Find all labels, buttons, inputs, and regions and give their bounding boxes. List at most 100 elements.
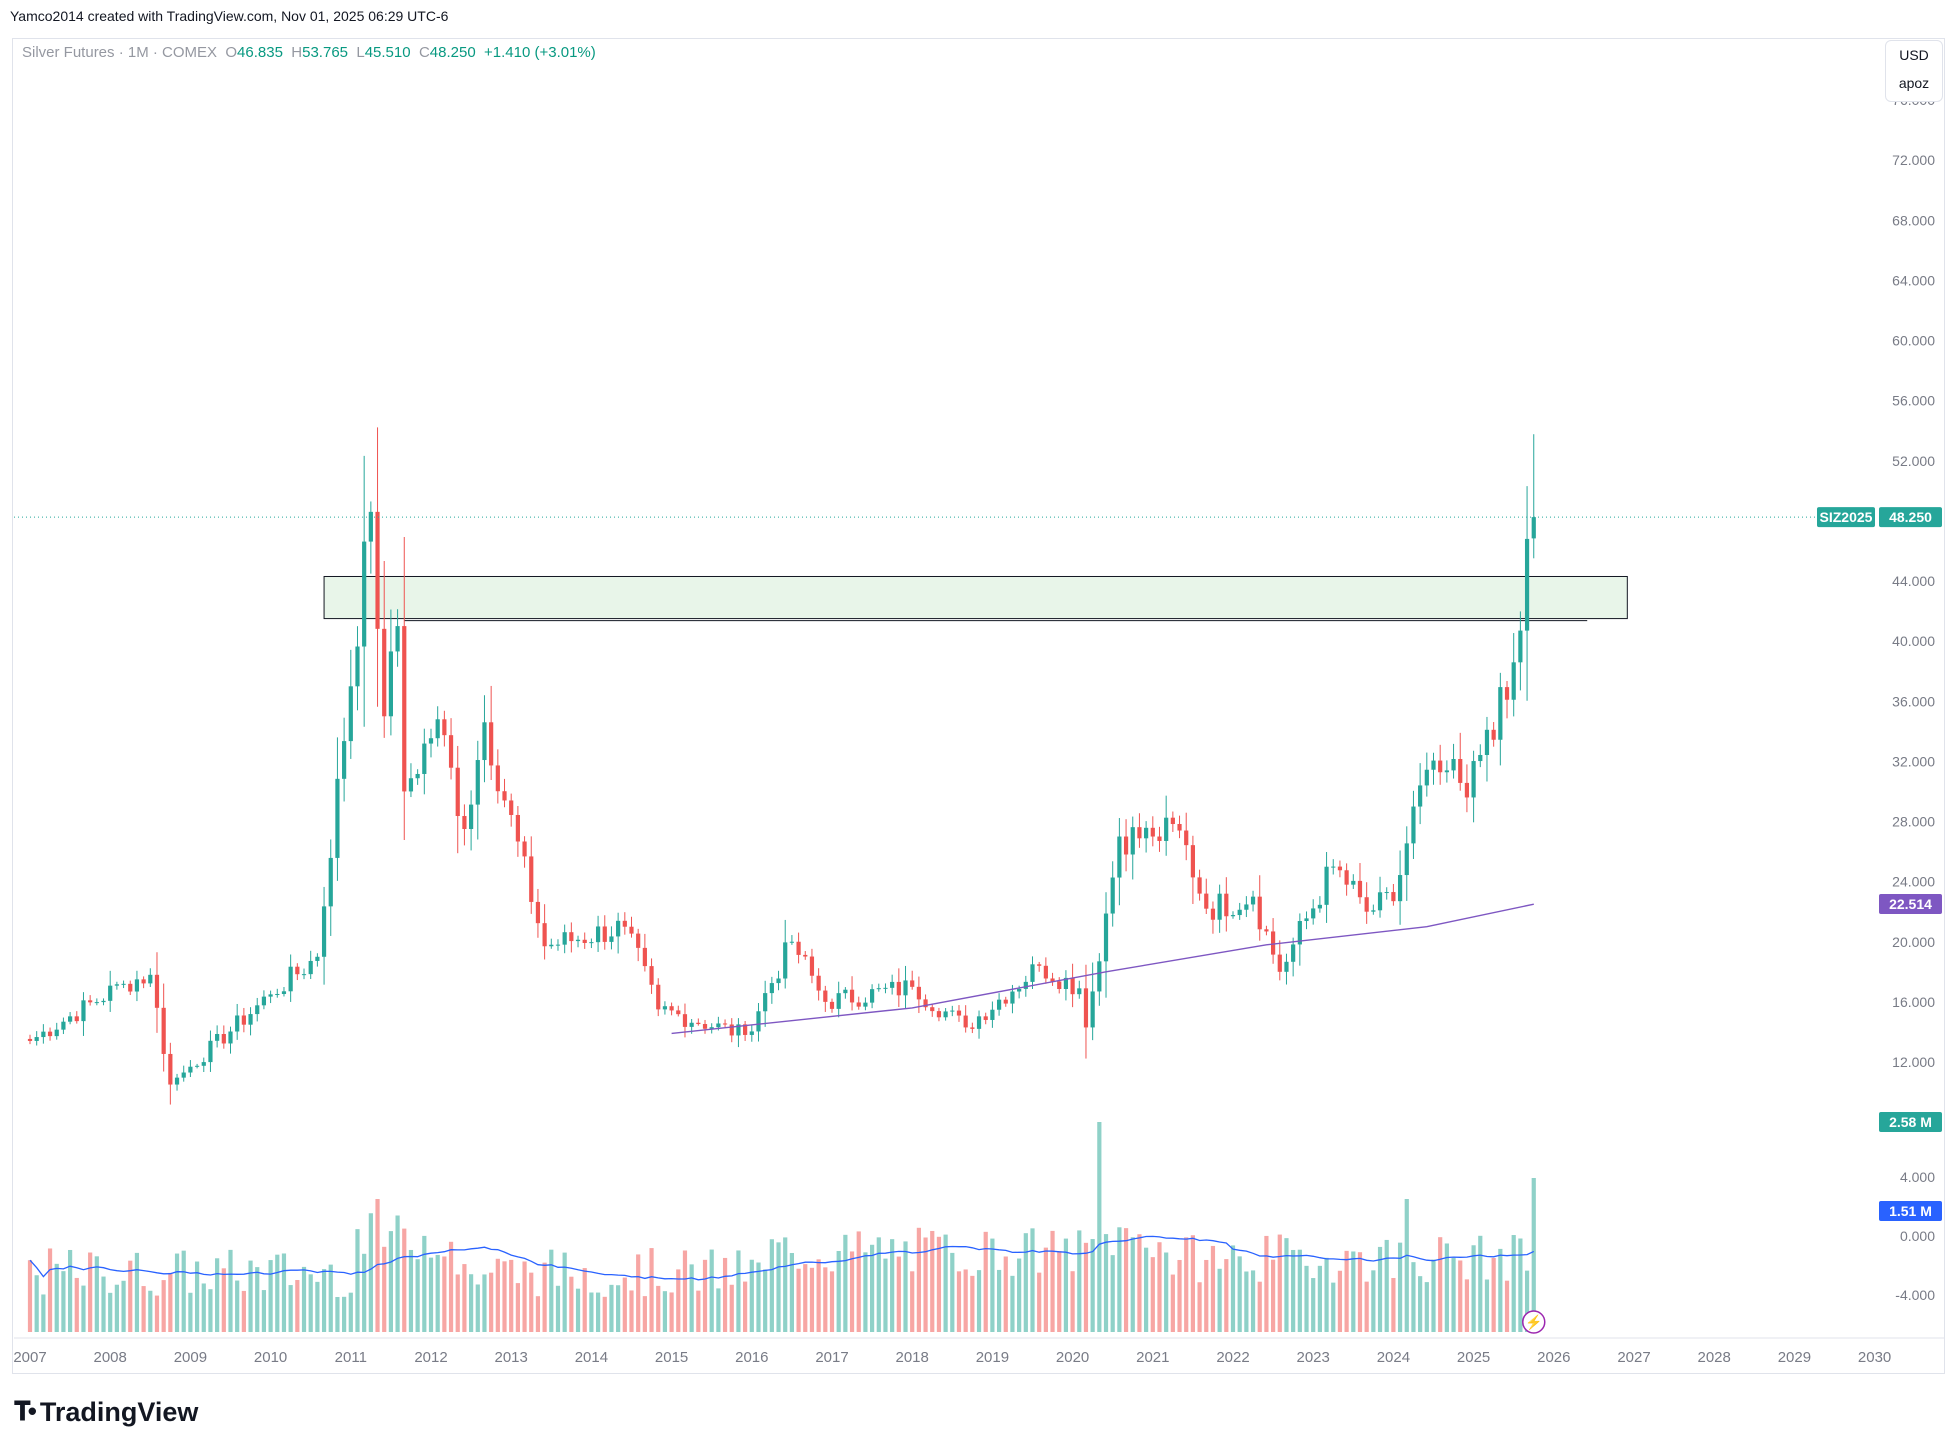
volume-tick-label: -4.000 — [1895, 1287, 1935, 1303]
currency-unit[interactable]: USD — [1899, 47, 1929, 63]
candle-body — [1357, 880, 1363, 898]
volume-bar — [88, 1252, 93, 1332]
symbol-name: Silver Futures · 1M · COMEX — [22, 44, 218, 61]
time-tick-label: 2022 — [1216, 1349, 1249, 1366]
candle-body — [1264, 929, 1269, 932]
candle-body — [709, 1027, 714, 1029]
candle-body — [408, 778, 414, 792]
volume-bar — [342, 1296, 347, 1332]
candle-body — [816, 975, 821, 991]
volume-bar — [1184, 1237, 1189, 1332]
volume-bar — [61, 1271, 66, 1332]
volume-bar — [1464, 1279, 1470, 1332]
candle-body — [1431, 760, 1436, 770]
volume-bar — [261, 1290, 267, 1332]
volume-value-tag-bg — [1879, 1112, 1942, 1132]
candle-body — [208, 1040, 213, 1063]
volume-bar — [1043, 1247, 1048, 1332]
volume-bar — [1157, 1242, 1162, 1332]
volume-bar — [1331, 1282, 1336, 1332]
candle-body — [1137, 827, 1142, 839]
volume-bar — [836, 1250, 841, 1332]
volume-bar — [1418, 1276, 1423, 1332]
volume-bar — [281, 1253, 287, 1332]
candle-body — [81, 1000, 86, 1022]
candle-body — [956, 1010, 962, 1016]
volume-bar — [1204, 1259, 1209, 1332]
candle-body — [342, 741, 347, 779]
candle-body — [1037, 964, 1042, 966]
volume-bar — [1224, 1259, 1229, 1332]
candle-body — [509, 800, 514, 815]
volume-bar — [595, 1292, 601, 1332]
volume-bar — [1377, 1246, 1383, 1332]
volume-bar — [943, 1234, 948, 1332]
price-tick-label: 44.000 — [1892, 573, 1935, 589]
volume-bar — [301, 1266, 307, 1332]
candle-body — [1210, 908, 1216, 920]
volume-bar — [689, 1264, 694, 1332]
candle-body — [1224, 893, 1229, 917]
volume-bar — [315, 1281, 320, 1332]
volume-bar — [455, 1274, 460, 1332]
volume-bar — [876, 1237, 881, 1332]
volume-bar — [776, 1242, 781, 1332]
candle-body — [602, 926, 607, 942]
volume-bar — [863, 1252, 868, 1332]
volume-bar — [442, 1256, 447, 1332]
volume-bar — [642, 1296, 647, 1332]
volume-bar — [749, 1259, 754, 1332]
candle-body — [288, 966, 293, 992]
volume-bar — [422, 1235, 427, 1332]
volume-bar — [1037, 1272, 1042, 1332]
time-tick-label: 2019 — [976, 1349, 1009, 1366]
candle-body — [1097, 961, 1102, 992]
candle-body — [983, 1016, 988, 1020]
candle-body — [1444, 770, 1449, 773]
candle-body — [1451, 758, 1456, 771]
volume-bar — [696, 1290, 701, 1332]
candle-body — [803, 954, 808, 957]
volume-bar — [388, 1231, 393, 1332]
volume-tick-label: 0.000 — [1900, 1228, 1935, 1244]
currency-selector[interactable]: USD apoz — [1885, 40, 1943, 102]
time-tick-label: 2026 — [1537, 1349, 1570, 1366]
volume-bar — [743, 1281, 748, 1332]
volume-bar — [402, 1228, 407, 1332]
volume-bar — [1050, 1230, 1055, 1332]
volume-bar — [188, 1292, 193, 1332]
candle-body — [128, 983, 133, 992]
time-tick-label: 2009 — [174, 1349, 207, 1366]
candle-body — [883, 987, 888, 989]
candle-body — [1377, 892, 1383, 911]
last-price-tag-bg — [1879, 507, 1942, 528]
candle-body — [181, 1072, 186, 1078]
volume-bar — [1030, 1228, 1035, 1332]
candle-body — [101, 1000, 106, 1003]
volume-bar — [609, 1284, 614, 1332]
price-tick-label: 36.000 — [1892, 693, 1935, 709]
volume-bar — [435, 1254, 440, 1332]
volume-bar — [74, 1277, 79, 1332]
candle-body — [395, 626, 400, 652]
volume-bar — [1017, 1258, 1022, 1332]
time-tick-label: 2018 — [896, 1349, 929, 1366]
open-value: 46.835 — [237, 44, 283, 61]
candle-body — [569, 932, 574, 942]
candle-body — [589, 942, 594, 944]
volume-bar — [529, 1272, 534, 1332]
candle-body — [355, 646, 360, 687]
candle-body — [743, 1024, 748, 1035]
volume-bar — [1524, 1270, 1530, 1332]
volume-bar — [716, 1288, 721, 1332]
candle-body — [1050, 978, 1055, 982]
volume-bar — [221, 1268, 226, 1332]
volume-bar — [1063, 1238, 1069, 1332]
candle-body — [141, 979, 146, 984]
volume-bar — [763, 1269, 768, 1332]
candle-body — [1003, 999, 1008, 1004]
volume-bar — [990, 1238, 995, 1332]
volume-bar — [936, 1236, 942, 1332]
volume-bar — [288, 1285, 293, 1332]
